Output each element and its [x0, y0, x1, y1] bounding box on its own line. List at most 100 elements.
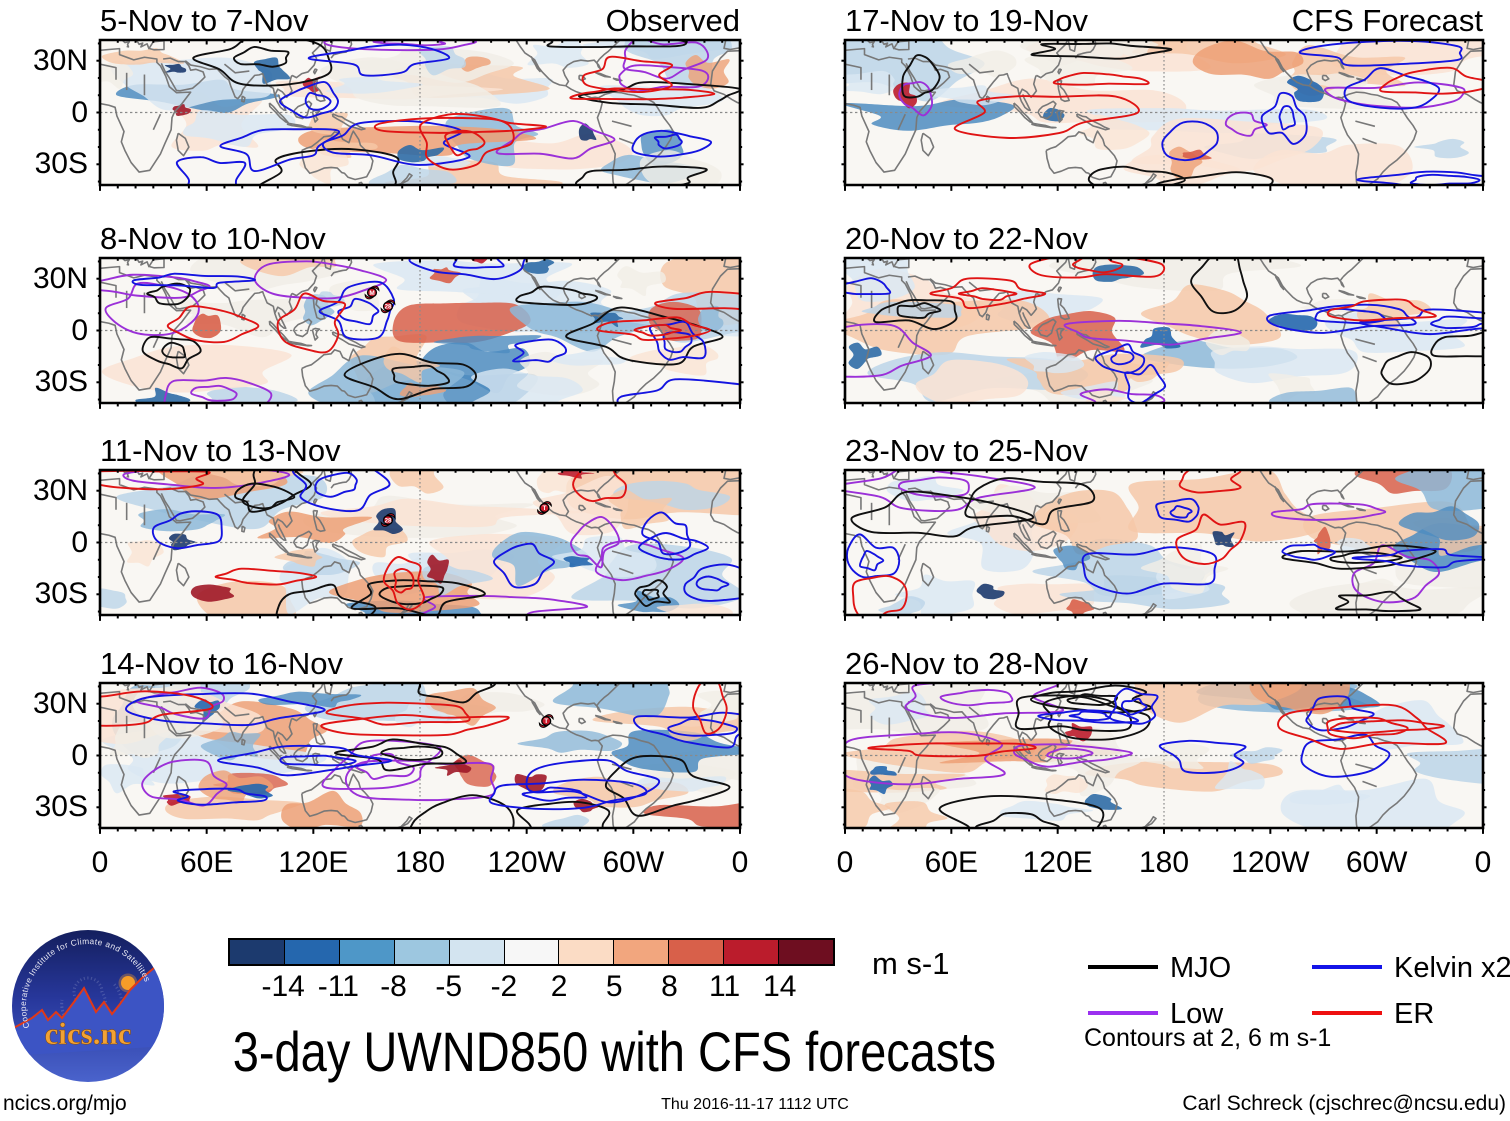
colorbar-segment: [449, 940, 505, 964]
panel-date-range: 20-Nov to 22-Nov: [845, 221, 1088, 256]
colorbar-segment: [339, 940, 395, 964]
panel-title: 8-Nov to 10-Nov: [100, 221, 740, 257]
colorbar-tick-label: 11: [709, 970, 741, 1003]
svg-text:M: M: [369, 290, 374, 297]
map-panel: [100, 40, 740, 185]
panel-date-range: 14-Nov to 16-Nov: [100, 646, 343, 681]
colorbar-tick-label: 14: [763, 970, 797, 1003]
lat-tick-label: 30S: [34, 577, 88, 611]
logo-mountains: [12, 960, 164, 1056]
storm-marker: T: [539, 715, 553, 728]
column-heading: Observed: [605, 3, 740, 38]
lon-tick-label: 60W: [1345, 846, 1408, 879]
lon-tick-label: 60E: [179, 846, 234, 879]
colorbar-tick-label: 2: [550, 970, 568, 1003]
lon-tick-label: 180: [394, 846, 446, 879]
svg-text:T: T: [542, 505, 546, 512]
panel-title: 14-Nov to 16-Nov: [100, 646, 740, 682]
colorbar-segment: [504, 940, 560, 964]
svg-text:28: 28: [384, 517, 392, 524]
footer-credit: Carl Schreck (cjschrec@ncsu.edu): [1182, 1092, 1506, 1115]
map-panel: 28 T: [100, 470, 740, 615]
legend-line-er: [1312, 1011, 1382, 1015]
lat-tick-label: 0: [71, 525, 88, 559]
lat-tick-label: 30N: [32, 261, 88, 295]
lat-tick-label: 30S: [34, 790, 88, 824]
legend-label: Kelvin x2: [1394, 952, 1510, 984]
map-panel: T: [100, 683, 740, 828]
panel-title: 20-Nov to 22-Nov: [845, 221, 1483, 257]
cics-logo: Cooperative Institute for Climate and Sa…: [12, 930, 164, 1082]
lon-tick-label: 120E: [278, 846, 349, 879]
lon-tick-label: 0: [836, 846, 854, 879]
panel-title: 23-Nov to 25-Nov: [845, 433, 1483, 469]
logo-ridge-line: [12, 959, 164, 1031]
colorbar-tick-label: 8: [661, 970, 678, 1003]
figure-title: 3-day UWND850 with CFS forecasts: [232, 1020, 997, 1083]
lon-tick-label: 120W: [1231, 846, 1310, 879]
lon-tick-label: 120W: [487, 846, 566, 879]
logo-name: cics.nc: [45, 1016, 132, 1051]
legend-label: Low: [1170, 998, 1224, 1030]
contour-note: Contours at 2, 6 m s-1: [1084, 1024, 1332, 1052]
map-panel: [845, 470, 1483, 615]
legend-line-kelvin-x2: [1312, 965, 1382, 969]
map-panel: M 28: [100, 258, 740, 403]
lon-tick-label: 60W: [602, 846, 665, 879]
colorbar-segment: [230, 940, 285, 964]
footer-timestamp: Thu 2016-11-17 1112 UTC: [661, 1096, 849, 1113]
panel-date-range: 5-Nov to 7-Nov: [100, 3, 309, 38]
panel-date-range: 11-Nov to 13-Nov: [100, 433, 341, 468]
panel-title: 5-Nov to 7-Nov Observed: [100, 3, 740, 39]
storm-marker: 28: [381, 300, 395, 313]
lat-tick-label: 30S: [34, 147, 88, 181]
panel-date-range: 23-Nov to 25-Nov: [845, 433, 1088, 468]
map-panel: [845, 40, 1483, 185]
legend-line-mjo: [1088, 965, 1158, 969]
colorbar-tick-label: -14: [261, 970, 305, 1003]
storm-marker: M: [365, 286, 379, 299]
lon-tick-label: 0: [1474, 846, 1492, 879]
lat-tick-label: 30N: [32, 473, 88, 507]
lat-tick-label: 30S: [34, 365, 88, 399]
panel-date-range: 8-Nov to 10-Nov: [100, 221, 326, 256]
colorbar-tick-label: -2: [490, 970, 518, 1003]
colorbar-segment: [724, 940, 780, 964]
colorbar-segment: [614, 940, 670, 964]
panel-title: 11-Nov to 13-Nov: [100, 433, 740, 469]
colorbar-segment: [669, 940, 725, 964]
lon-tick-label: 60E: [924, 846, 979, 879]
legend-label: ER: [1394, 998, 1435, 1030]
lat-tick-label: 30N: [32, 686, 88, 720]
legend-label: MJO: [1170, 952, 1232, 984]
lon-tick-label: 0: [91, 846, 109, 879]
colorbar-tick-label: 5: [605, 970, 623, 1003]
footer-url: ncics.org/mjo: [3, 1092, 127, 1115]
colorbar-segment: [779, 940, 833, 964]
svg-text:28: 28: [384, 304, 392, 311]
colorbar-tick-label: -11: [317, 970, 359, 1003]
panel-title: 17-Nov to 19-Nov CFS Forecast: [845, 3, 1483, 39]
map-panel: [845, 683, 1483, 828]
lon-tick-label: 0: [731, 846, 749, 879]
lat-tick-label: 0: [71, 95, 88, 129]
lat-tick-label: 0: [71, 313, 88, 347]
colorbar-units-label: m s-1: [872, 946, 950, 981]
panel-title: 26-Nov to 28-Nov: [845, 646, 1483, 682]
panel-date-range: 17-Nov to 19-Nov: [845, 3, 1088, 38]
map-panel: [845, 258, 1483, 403]
colorbar: [228, 938, 835, 966]
colorbar-segment: [284, 940, 340, 964]
lon-tick-label: 180: [1138, 846, 1190, 879]
storm-marker: T: [538, 502, 552, 515]
svg-text:T: T: [544, 718, 548, 725]
column-heading: CFS Forecast: [1291, 3, 1483, 38]
logo-sun-icon: [121, 976, 135, 990]
lat-tick-label: 30N: [32, 43, 88, 77]
colorbar-segment: [559, 940, 615, 964]
panel-date-range: 26-Nov to 28-Nov: [845, 646, 1088, 681]
storm-marker: 28: [381, 514, 395, 527]
legend-line-low: [1088, 1011, 1158, 1015]
lat-tick-label: 0: [71, 738, 88, 772]
